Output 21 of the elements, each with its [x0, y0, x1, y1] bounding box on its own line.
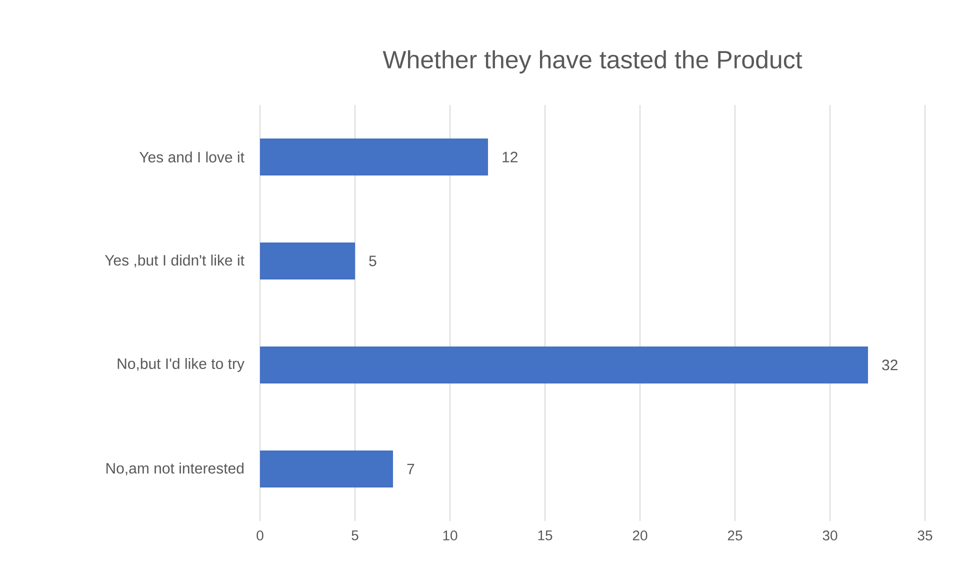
- bar: [260, 242, 356, 280]
- x-tick-label: 20: [632, 530, 648, 540]
- x-tick-label: 15: [538, 530, 552, 540]
- x-tick-label: 0: [256, 530, 264, 540]
- data-label: 7: [407, 464, 414, 474]
- x-tick-label: 30: [822, 530, 838, 540]
- y-tick-label: Yes and I love it: [139, 151, 244, 162]
- data-label: 12: [502, 152, 518, 162]
- x-tick-label: 25: [728, 530, 742, 540]
- bar: [260, 138, 488, 176]
- x-tick-label: 5: [352, 530, 358, 540]
- x-tick-label: 35: [918, 530, 932, 540]
- y-tick-label: No,am not interested: [106, 462, 244, 476]
- bar: [260, 450, 394, 488]
- bar: [260, 346, 868, 384]
- data-label: 32: [882, 360, 898, 370]
- x-tick-label: 10: [443, 530, 458, 540]
- y-tick-label: No,but I'd like to try: [118, 358, 244, 372]
- y-tick-label: Yes ,but I didn't like it: [104, 254, 244, 268]
- chart-title: Whether they have tasted the Product: [382, 50, 802, 74]
- data-label: 5: [369, 256, 376, 266]
